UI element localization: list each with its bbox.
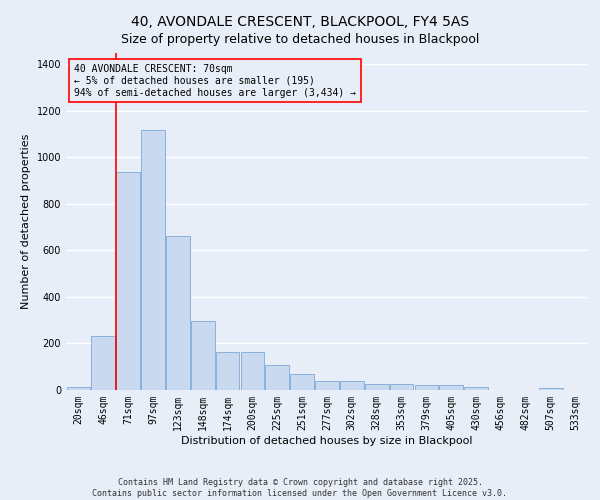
Bar (216, 352, 239, 390)
Bar (390, 384, 413, 390)
Bar (365, 384, 389, 390)
Y-axis label: Number of detached properties: Number of detached properties (21, 134, 31, 309)
Bar (67, 386, 90, 390)
Text: 40, AVONDALE CRESCENT, BLACKPOOL, FY4 5AS: 40, AVONDALE CRESCENT, BLACKPOOL, FY4 5A… (131, 15, 469, 29)
Text: Size of property relative to detached houses in Blackpool: Size of property relative to detached ho… (121, 32, 479, 46)
Bar (141, 130, 165, 390)
X-axis label: Distribution of detached houses by size in Blackpool: Distribution of detached houses by size … (181, 436, 473, 446)
Bar (315, 380, 339, 390)
Bar (241, 352, 264, 390)
Bar (91, 336, 115, 390)
Bar (191, 320, 215, 390)
Bar (340, 380, 364, 390)
Bar (415, 386, 438, 390)
Bar (166, 236, 190, 390)
Bar (290, 374, 314, 390)
Text: 40 AVONDALE CRESCENT: 70sqm
← 5% of detached houses are smaller (195)
94% of sem: 40 AVONDALE CRESCENT: 70sqm ← 5% of deta… (74, 64, 356, 98)
Bar (439, 385, 463, 390)
Bar (116, 172, 140, 390)
Text: Contains HM Land Registry data © Crown copyright and database right 2025.
Contai: Contains HM Land Registry data © Crown c… (92, 478, 508, 498)
Bar (265, 365, 289, 390)
Bar (464, 387, 488, 390)
Bar (539, 388, 563, 390)
